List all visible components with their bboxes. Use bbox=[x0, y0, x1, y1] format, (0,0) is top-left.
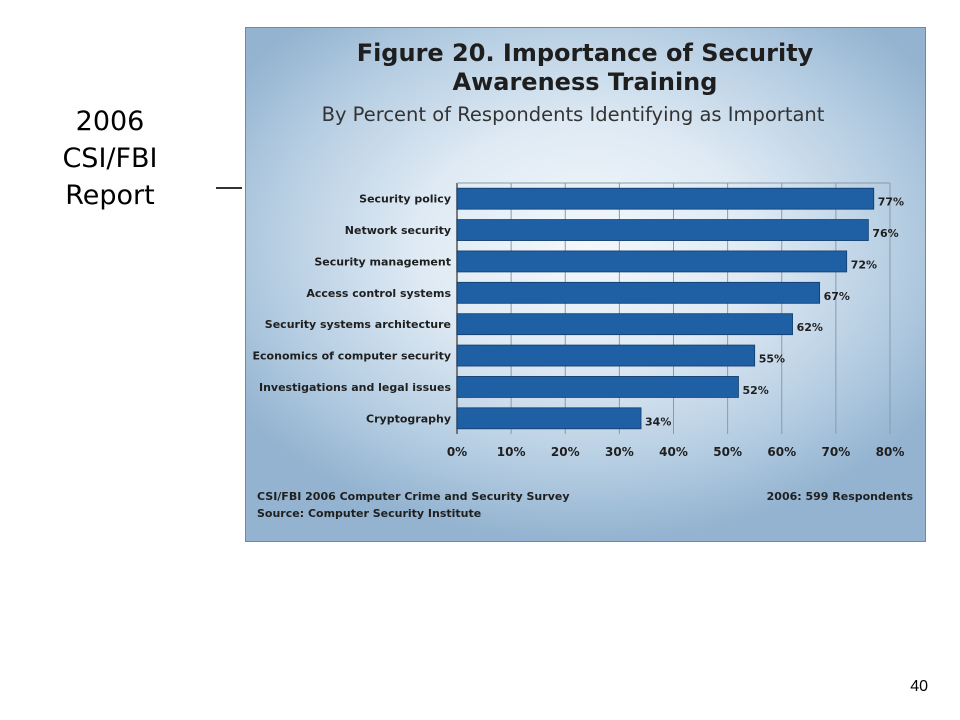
bar bbox=[456, 187, 875, 210]
x-tick-label: 20% bbox=[551, 445, 580, 459]
value-label: 62% bbox=[797, 321, 823, 334]
slide-label-line: 2006 bbox=[75, 106, 145, 137]
category-label: Security policy bbox=[359, 193, 451, 206]
x-axis-ticks: 0% 10% 20% 30% 40% 50% 60% 70% 80% bbox=[447, 445, 905, 459]
category-labels: Security policy Network security Security … bbox=[253, 193, 452, 426]
x-tick-label: 80% bbox=[876, 445, 905, 459]
figure-panel: Figure 20. Importance of Security Awaren… bbox=[245, 27, 926, 542]
bar-chart: Figure 20. Importance of Security Awaren… bbox=[253, 39, 914, 520]
category-label: Investigations and legal issues bbox=[259, 381, 451, 394]
value-label: 72% bbox=[851, 258, 877, 271]
respondents-count: 2006: 599 Respondents bbox=[767, 490, 914, 503]
slide-label: 2006 CSI/FBI Report bbox=[40, 103, 180, 214]
x-tick-label: 50% bbox=[713, 445, 742, 459]
x-tick-label: 10% bbox=[497, 445, 526, 459]
bars bbox=[456, 187, 875, 430]
value-label: 55% bbox=[759, 353, 785, 366]
category-label: Security systems architecture bbox=[265, 318, 451, 331]
figure-subtitle: By Percent of Respondents Identifying as… bbox=[322, 103, 825, 126]
figure-title-line1: Figure 20. Importance of Security bbox=[357, 39, 814, 67]
value-label: 34% bbox=[645, 415, 671, 428]
x-tick-label: 70% bbox=[822, 445, 851, 459]
value-label: 77% bbox=[878, 196, 904, 209]
source-institute: Source: Computer Security Institute bbox=[257, 507, 481, 520]
bar bbox=[456, 281, 821, 304]
value-labels: 77% 76% 72% 67% 62% 55% 52% 34% bbox=[645, 196, 904, 429]
category-label: Economics of computer security bbox=[253, 350, 451, 363]
value-label: 52% bbox=[742, 384, 768, 397]
value-label: 76% bbox=[872, 227, 898, 240]
slide-label-line: Report bbox=[65, 180, 155, 211]
category-label: Security management bbox=[314, 255, 451, 268]
category-label: Access control systems bbox=[306, 287, 451, 300]
x-tick-label: 60% bbox=[767, 445, 796, 459]
page-number: 40 bbox=[910, 678, 928, 695]
category-label: Cryptography bbox=[366, 412, 451, 425]
bar bbox=[456, 313, 793, 336]
bar bbox=[456, 219, 869, 241]
slide-label-line: CSI/FBI bbox=[62, 143, 158, 174]
bar bbox=[456, 250, 848, 273]
source-survey: CSI/FBI 2006 Computer Crime and Security… bbox=[257, 490, 570, 503]
connector-dash bbox=[216, 187, 242, 189]
value-label: 67% bbox=[824, 290, 850, 303]
x-tick-label: 30% bbox=[605, 445, 634, 459]
bar bbox=[456, 344, 756, 367]
category-label: Network security bbox=[345, 224, 451, 237]
bar bbox=[456, 407, 642, 430]
x-tick-label: 40% bbox=[659, 445, 688, 459]
bar bbox=[456, 376, 739, 398]
figure-title-line2: Awareness Training bbox=[453, 68, 718, 96]
x-tick-label: 0% bbox=[447, 445, 467, 459]
